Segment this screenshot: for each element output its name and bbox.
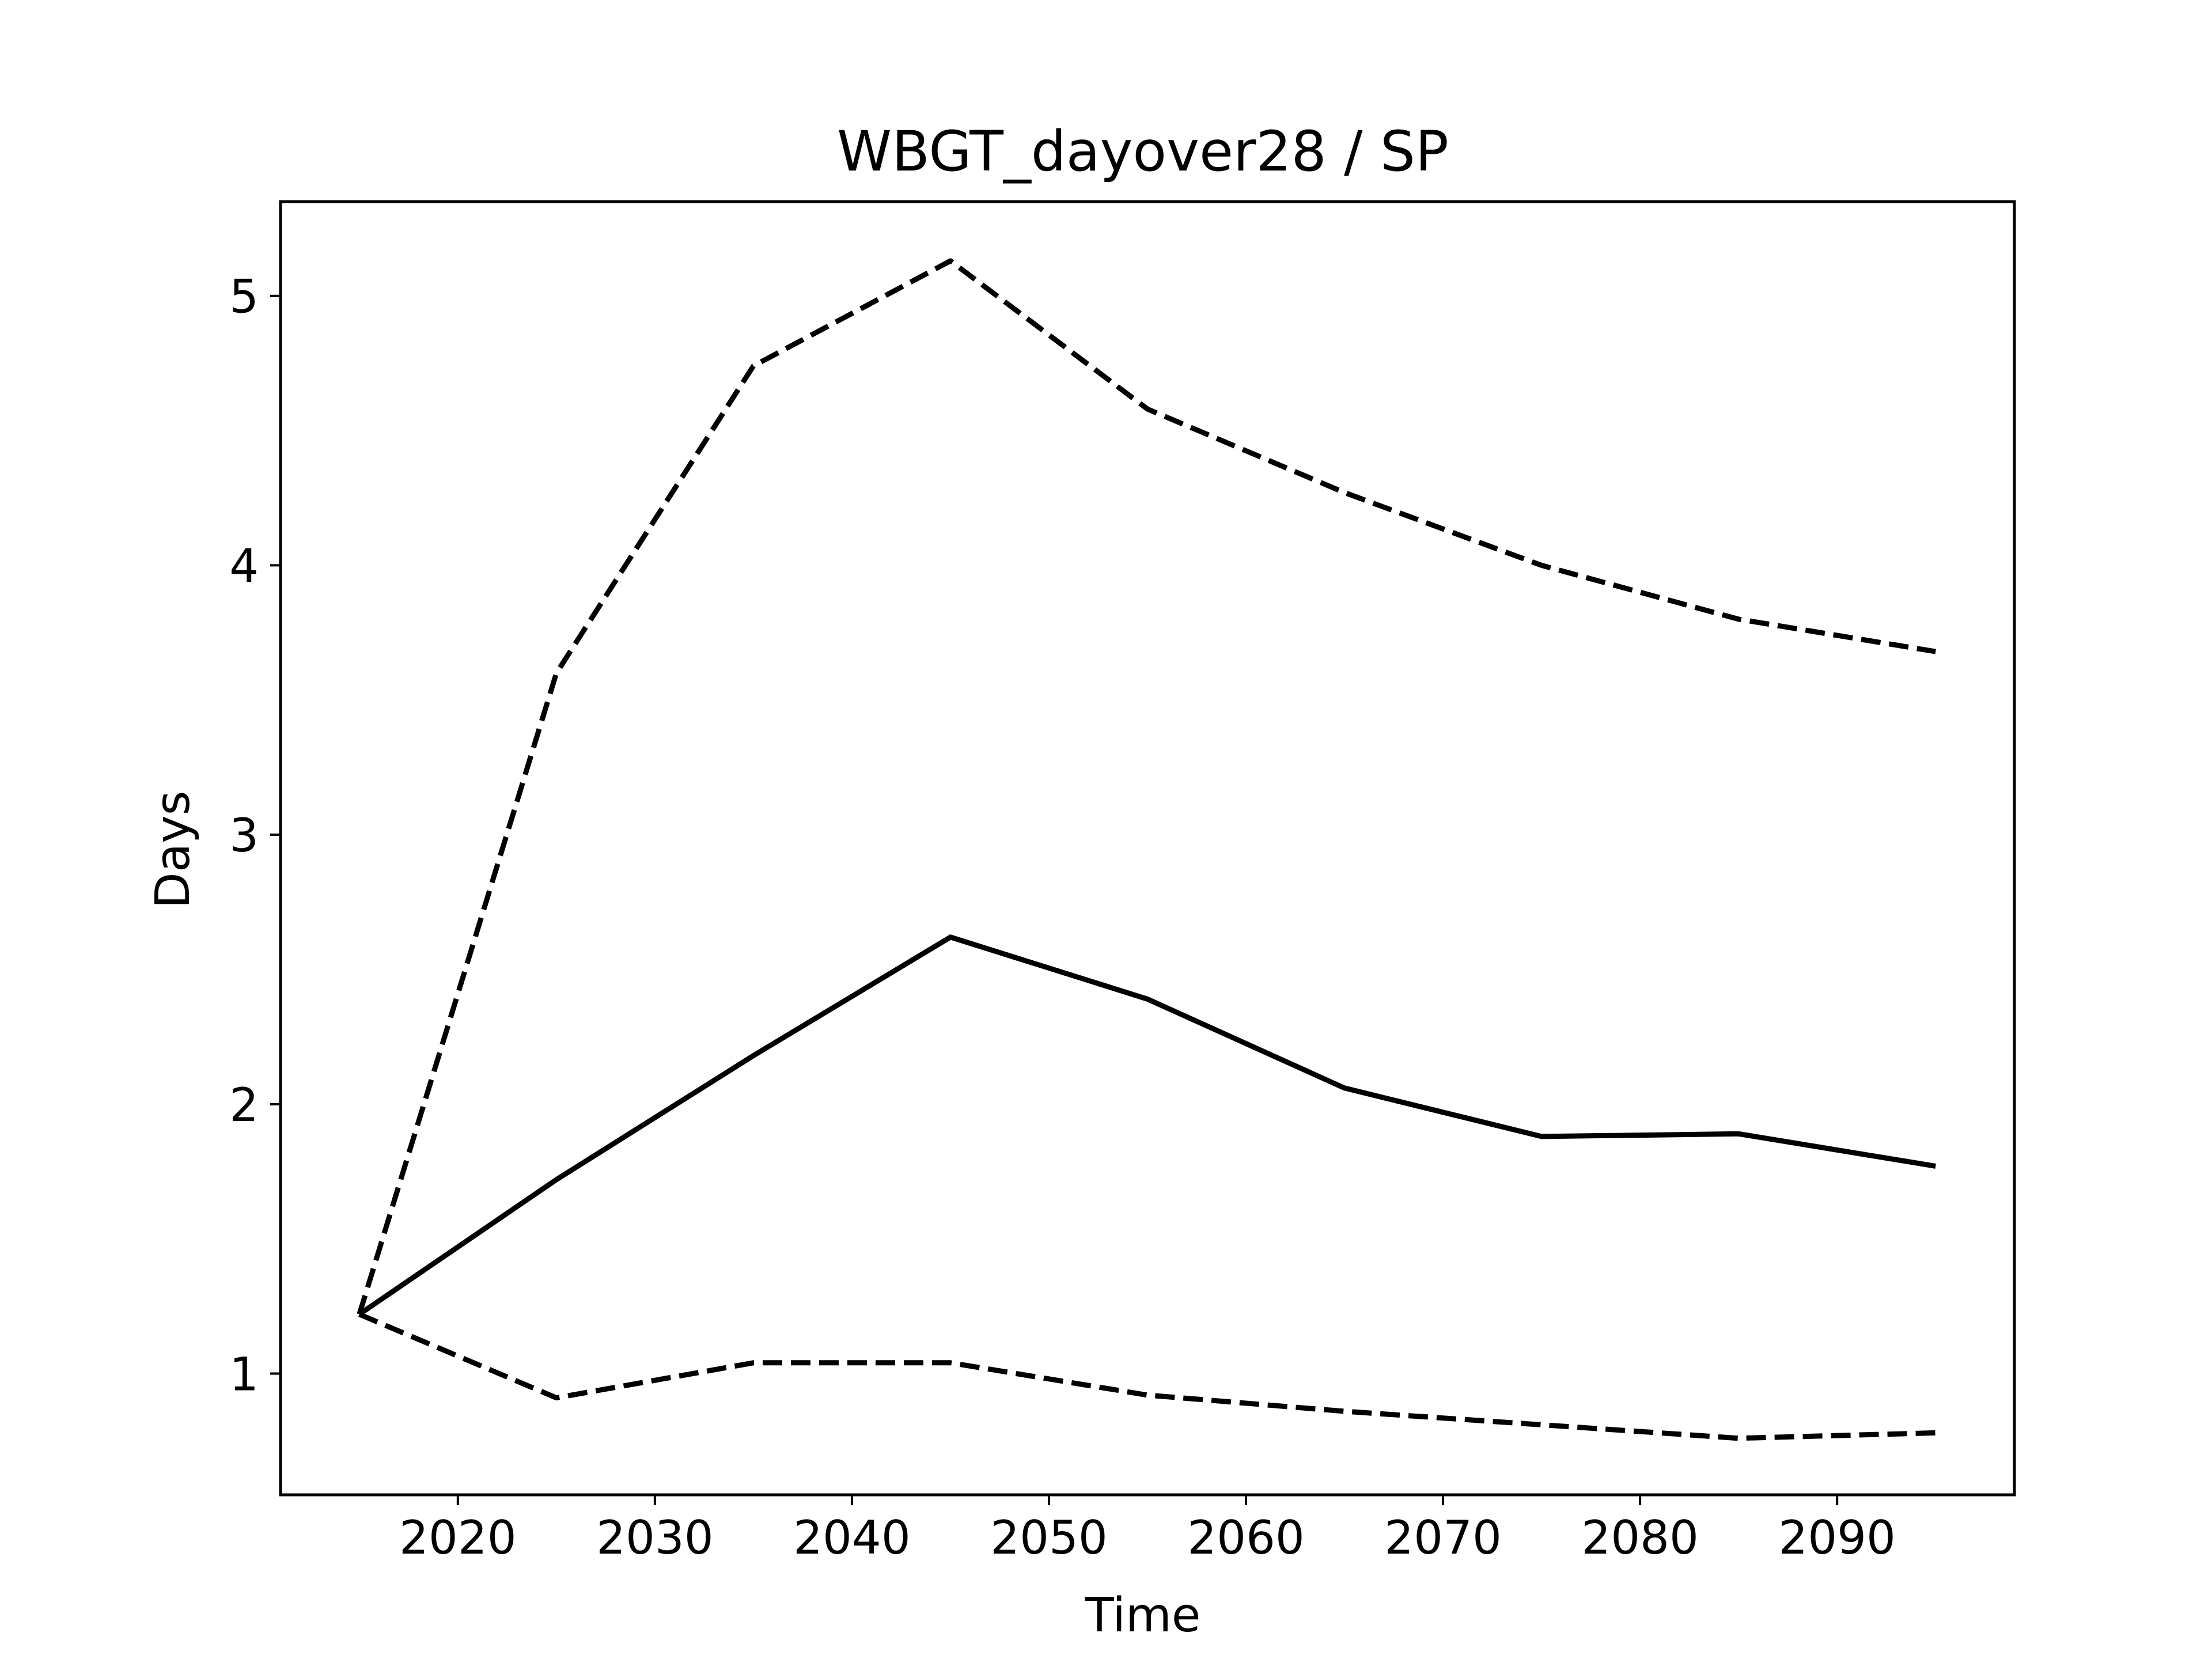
y-tick-label: 1: [229, 1348, 259, 1402]
x-tick-label: 2060: [1187, 1511, 1305, 1565]
y-tick-label: 5: [229, 270, 259, 324]
y-tick-label: 4: [229, 539, 259, 593]
y-axis-label: Days: [146, 791, 200, 909]
x-tick-label: 2070: [1384, 1511, 1502, 1565]
x-tick-label: 2030: [596, 1511, 714, 1565]
x-tick-label: 2020: [399, 1511, 517, 1565]
x-axis-label: Time: [1085, 1588, 1201, 1643]
series-line-3: [358, 1312, 1936, 1441]
x-tick-label: 2050: [990, 1511, 1108, 1565]
y-tick-label: 3: [229, 809, 259, 862]
x-tick-label: 2080: [1581, 1511, 1699, 1565]
y-tick-label: 2: [229, 1078, 259, 1132]
series-line-2: [357, 258, 1936, 1315]
x-tick-label: 2040: [793, 1511, 911, 1565]
plot-frame: [279, 200, 2016, 1497]
series-line-1: [358, 934, 1936, 1317]
x-axis: 2020 2030 2040 2050 2060 2070 2080 2090: [399, 1495, 1896, 1565]
plot-area: [357, 258, 1936, 1441]
y-axis: 1 2 3 4 5: [229, 270, 281, 1402]
chart-title: WBGT_dayover28 / SP: [837, 119, 1449, 184]
x-tick-label: 2090: [1778, 1511, 1896, 1565]
